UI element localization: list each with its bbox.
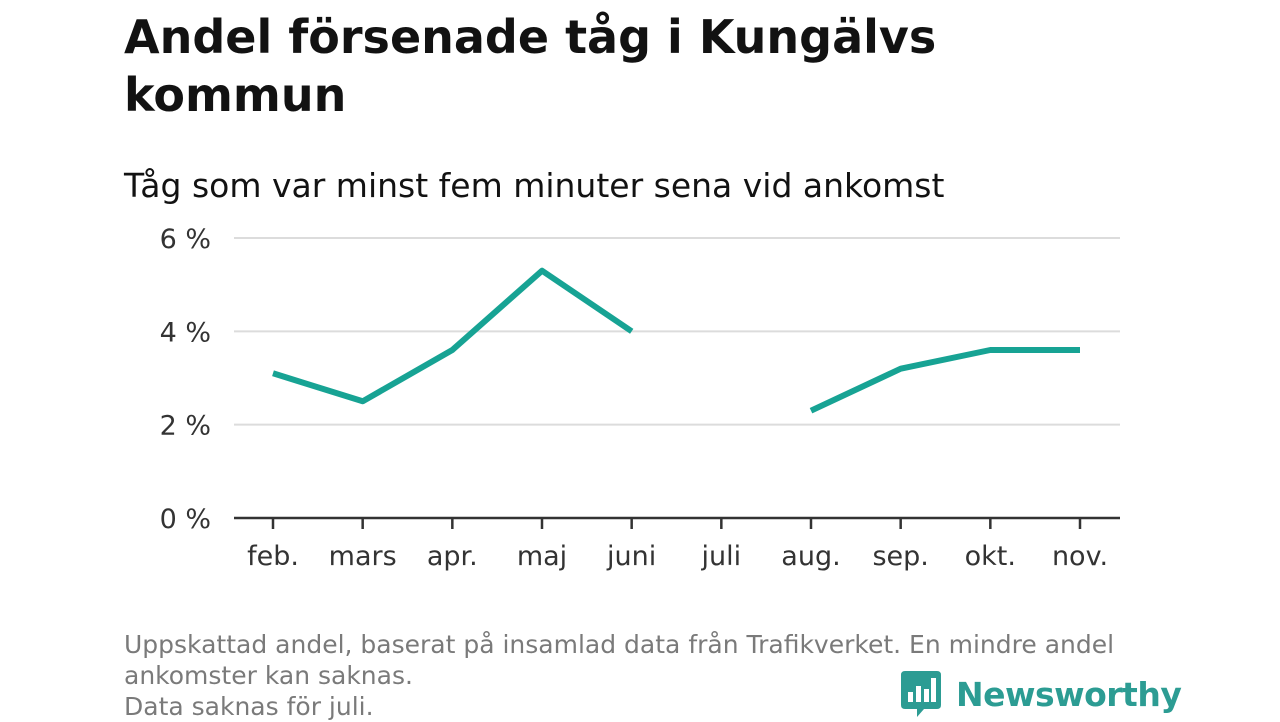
grid-lines	[234, 237, 1120, 426]
x-tick-label: sep.	[872, 541, 928, 572]
x-tick-label: juni	[606, 541, 656, 572]
brand-name: Newsworthy	[956, 674, 1182, 714]
y-tick-label: 4 %	[160, 317, 211, 348]
footnote-line-1: Uppskattad andel, baserat på insamlad da…	[124, 630, 1115, 659]
footnote: Uppskattad andel, baserat på insamlad da…	[124, 629, 1164, 722]
x-tick-label: nov.	[1052, 541, 1108, 572]
chart-subtitle: Tåg som var minst fem minuter sena vid a…	[124, 166, 945, 205]
footnote-line-3: Data saknas för juli.	[124, 692, 374, 721]
series-line	[272, 267, 634, 405]
y-tick-label: 2 %	[160, 411, 211, 442]
x-tick-label: apr.	[427, 541, 478, 572]
y-tick-label: 6 %	[160, 224, 211, 255]
x-tick-label: aug.	[781, 541, 840, 572]
x-axis-ticks: feb. mars apr. maj juni juli aug. sep. okt. nov.	[247, 518, 1108, 572]
y-axis-tick-labels: 0 % 2 % 4 % 6 %	[160, 224, 211, 535]
line-chart: 0 % 2 % 4 % 6 % feb. mars apr. maj juni juli aug.…	[160, 224, 1120, 572]
x-tick-label: okt.	[965, 541, 1016, 572]
chart-title: Andel försenade tåg i Kungälvs kommun	[124, 10, 937, 122]
series-lines	[272, 267, 1080, 414]
x-tick-label: feb.	[247, 541, 299, 572]
newsworthy-logo: Newsworthy	[900, 668, 1182, 720]
x-tick-label: mars	[329, 541, 397, 572]
series-line	[809, 347, 1080, 414]
bar-chart-speech-bubble-icon	[901, 671, 941, 717]
x-tick-label: juli	[701, 541, 742, 572]
footnote-line-2: ankomster kan saknas.	[124, 661, 413, 690]
x-tick-label: maj	[517, 541, 567, 572]
y-tick-label: 0 %	[160, 504, 211, 535]
